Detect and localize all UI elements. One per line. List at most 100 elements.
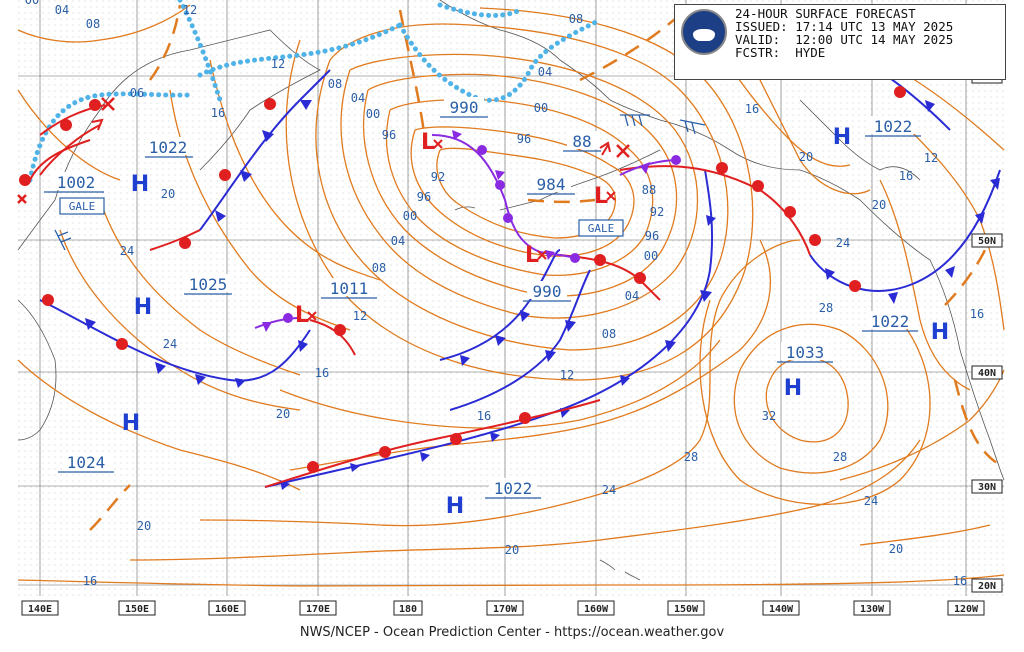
- cold-front-pips: [85, 68, 1000, 490]
- warm-front-4: [149, 229, 201, 251]
- cold-front-1: [199, 69, 331, 231]
- svg-text:08: 08: [602, 327, 616, 341]
- storm-x-markers: [17, 97, 630, 204]
- isobars: [17, 4, 1005, 587]
- svg-text:28: 28: [819, 301, 833, 315]
- svg-text:04: 04: [55, 3, 69, 17]
- svg-text:1011: 1011: [330, 279, 369, 298]
- longitude-labels: 140E 150E 160E 170E 180 170W 160W 150W 1…: [21, 600, 985, 616]
- svg-text:00: 00: [534, 101, 548, 115]
- header-title: 24-HOUR SURFACE FORECAST: [735, 6, 916, 21]
- svg-text:12: 12: [271, 57, 285, 71]
- svg-text:16: 16: [477, 409, 491, 423]
- svg-text:1033: 1033: [786, 343, 825, 362]
- trough-lines: [89, 4, 1001, 531]
- svg-text:06: 06: [130, 86, 144, 100]
- svg-text:12: 12: [560, 368, 574, 382]
- pressure-value-984: 984: [527, 174, 575, 195]
- cold-front-5: [264, 169, 714, 488]
- warm-front-6: [29, 139, 91, 181]
- svg-text:00: 00: [644, 249, 658, 263]
- longitude-label: 140W: [769, 604, 794, 615]
- svg-text:16: 16: [211, 106, 225, 120]
- high-symbol: H: [931, 320, 949, 345]
- svg-text:24: 24: [120, 244, 134, 258]
- svg-text:20: 20: [276, 407, 290, 421]
- low-symbol: L: [295, 303, 309, 328]
- svg-text:28: 28: [833, 450, 847, 464]
- pressure-value-1025: 1025: [184, 274, 232, 295]
- pressure-value-1022-c: 1022: [862, 311, 918, 332]
- svg-text:24: 24: [602, 483, 616, 497]
- longitude-label: 180: [399, 604, 417, 615]
- pressure-value-1022-a: 1022: [145, 137, 193, 158]
- high-symbol: H: [131, 172, 149, 197]
- svg-text:08: 08: [86, 17, 100, 31]
- header-text: 24-HOUR SURFACE FORECAST ISSUED: 17:14 U…: [735, 7, 953, 59]
- svg-text:20: 20: [137, 519, 151, 533]
- svg-text:96: 96: [382, 128, 396, 142]
- longitude-label: 120W: [954, 604, 979, 615]
- svg-text:20: 20: [872, 198, 886, 212]
- svg-text:08: 08: [328, 77, 342, 91]
- svg-text:16: 16: [83, 574, 97, 588]
- svg-text:00: 00: [25, 0, 39, 7]
- pressure-value-1022-b: 1022: [485, 478, 541, 499]
- latitude-label: 40N: [978, 368, 996, 379]
- svg-text:20: 20: [889, 542, 903, 556]
- latitude-label: 50N: [978, 236, 996, 247]
- svg-text:92: 92: [650, 205, 664, 219]
- wind-barbs: [54, 114, 706, 251]
- svg-text:20: 20: [799, 150, 813, 164]
- map-background: [18, 0, 1004, 596]
- high-symbol: H: [134, 295, 152, 320]
- svg-text:00: 00: [366, 107, 380, 121]
- svg-text:24: 24: [163, 337, 177, 351]
- warm-front-pips: [19, 86, 906, 473]
- gale-tag: GALE: [59, 197, 105, 215]
- svg-text:96: 96: [645, 229, 659, 243]
- header-forecaster: FCSTR: HYDE: [735, 45, 826, 60]
- svg-text:GALE: GALE: [69, 200, 96, 213]
- longitude-label: 160E: [215, 604, 239, 615]
- forecast-header: 24-HOUR SURFACE FORECAST ISSUED: 17:14 U…: [674, 4, 1006, 80]
- longitude-label: 130W: [860, 604, 885, 615]
- svg-text:1022: 1022: [874, 117, 913, 136]
- latitude-label: 20N: [978, 581, 996, 592]
- svg-text:1022: 1022: [494, 479, 533, 498]
- pressure-value-990-a: 990: [440, 97, 488, 118]
- svg-text:16: 16: [953, 574, 967, 588]
- svg-text:16: 16: [745, 102, 759, 116]
- svg-text:16: 16: [315, 366, 329, 380]
- low-center-marks: [307, 139, 616, 321]
- pressure-value-88: 88: [563, 131, 601, 152]
- svg-text:GALE: GALE: [588, 222, 615, 235]
- header-valid: VALID: 12:00 UTC 14 MAY 2025: [735, 32, 954, 47]
- svg-text:88: 88: [572, 132, 591, 151]
- svg-text:96: 96: [517, 132, 531, 146]
- pressure-value-1024: 1024: [58, 452, 114, 473]
- svg-text:04: 04: [391, 234, 405, 248]
- cold-front-4: [449, 269, 591, 411]
- longitude-label: 140E: [28, 604, 52, 615]
- stationary-fronts: [27, 0, 603, 183]
- svg-text:1002: 1002: [57, 173, 96, 192]
- svg-text:16: 16: [899, 169, 913, 183]
- svg-text:12: 12: [924, 151, 938, 165]
- svg-text:28: 28: [684, 450, 698, 464]
- pressure-value-1002: 1002: [44, 172, 104, 193]
- high-low-symbols: H H H H H H H L L L L: [122, 125, 949, 519]
- longitude-label: 150E: [125, 604, 149, 615]
- header-issued: ISSUED: 17:14 UTC 13 MAY 2025: [735, 19, 954, 34]
- longitude-label: 160W: [584, 604, 609, 615]
- isobar-labels: 04 08 12 06 16 20 24 24 12 08 04 00 96 9…: [25, 0, 984, 588]
- longitude-label: 170E: [306, 604, 330, 615]
- low-symbol: L: [594, 184, 608, 209]
- svg-text:1022: 1022: [149, 138, 188, 157]
- svg-text:984: 984: [537, 175, 566, 194]
- longitude-label: 170W: [493, 604, 518, 615]
- longitude-label: 150W: [674, 604, 699, 615]
- svg-text:24: 24: [864, 494, 878, 508]
- svg-text:04: 04: [351, 91, 365, 105]
